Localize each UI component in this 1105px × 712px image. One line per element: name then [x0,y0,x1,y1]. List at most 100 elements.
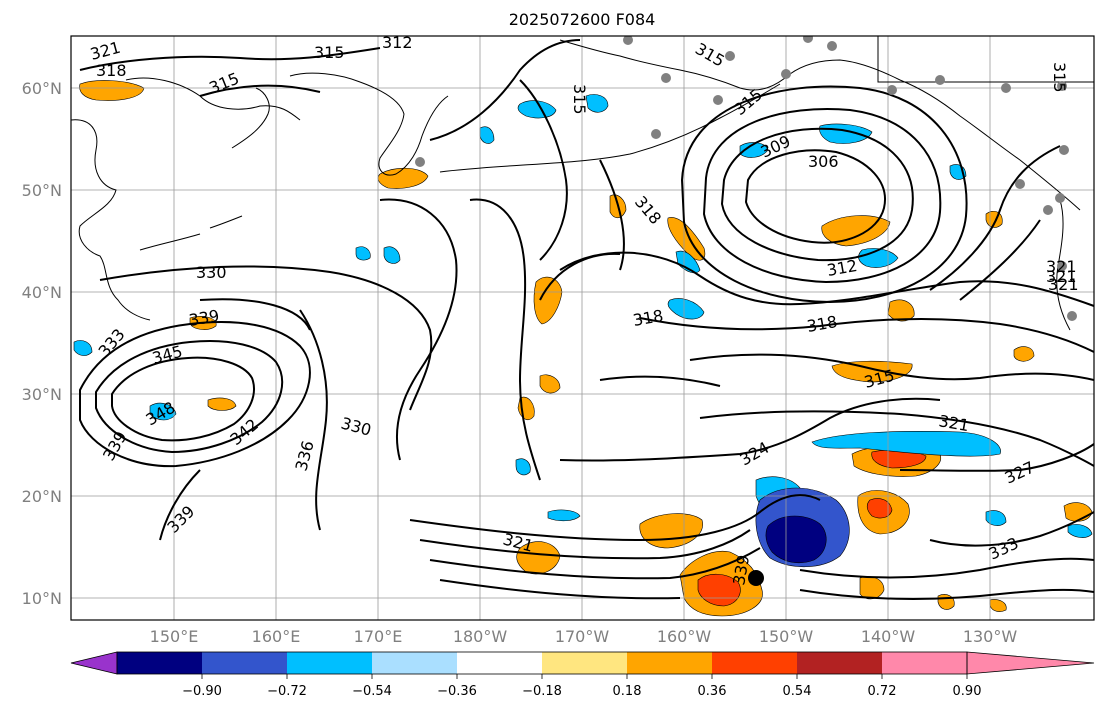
map-frame [70,35,1095,621]
kamchatka-coastline [289,72,449,176]
contour-south-6 [799,588,1094,600]
kuril-islands [139,215,243,251]
lon-label: 170°W [555,627,610,646]
shading-orange-ne-4 [831,360,913,383]
shading-red-east [866,498,893,519]
longitude-labels: 150°E 160°E 170°E 180°W 170°W 160°W 150°… [150,627,1018,646]
colorbar-bin [287,652,372,674]
contour-low-inner [744,149,886,244]
colorbar: −0.90 −0.72 −0.54 −0.36 −0.18 0.18 0.36 … [70,651,1095,699]
shading-orange-e3 [1013,346,1035,362]
coastlines [71,39,1081,331]
asia-coastline [71,77,301,321]
lon-label: 140°W [861,627,916,646]
shading-orange-c-2 [377,167,429,189]
lat-label: 50°N [22,181,62,200]
shading-cyan-c-2 [585,94,609,113]
colorbar-bin [117,652,202,674]
lon-label: 160°E [252,627,301,646]
contour-west-3 [111,356,255,442]
latitude-labels: 60°N 50°N 40°N 30°N 20°N 10°N [22,79,62,608]
lon-label: 170°E [354,627,403,646]
contour-label: 321 [1046,267,1077,286]
kamchatka-west [231,87,270,149]
contour-333 [929,511,1094,547]
contour-label: 321 [1048,275,1079,294]
contour-label: 306 [808,152,839,171]
contour-315-nw [79,47,381,71]
shading-cyan-c-4 [383,246,401,264]
contour-west-2 [95,340,284,454]
contour-north-c2 [519,79,568,261]
contour-label: 315 [570,84,589,115]
contour-315-c [689,353,1094,381]
contour-central-3 [599,159,721,387]
shading-orange-w-2 [207,397,237,411]
contour-south-5 [799,557,1094,579]
contour-west-1 [79,321,311,468]
contour-labels: 321 318 315 315 312 315 315 315 315 309 … [88,33,1079,587]
lon-label: 160°W [657,627,712,646]
contour-central-2 [469,198,541,481]
contour-low-2 [720,127,914,262]
contour-south-1 [409,494,821,542]
contour-south-2 [419,529,751,560]
contour-label: 315 [314,43,345,62]
lat-label: 20°N [22,487,62,506]
map-area: 321 318 315 315 312 315 315 315 315 309 … [71,33,1094,620]
contour-label: 318 [96,61,127,80]
lat-label: 10°N [22,589,62,608]
contour-324 [559,397,941,462]
shading-cyan-ne-2 [739,142,769,158]
shading-cyan-ne-4 [667,298,705,320]
shading-cyan-ne-3 [675,250,701,274]
contour-ne-1 [929,145,1061,291]
colorbar-tick-label: 0.90 [953,684,982,699]
shading-cyan-w-2 [73,340,93,356]
contour-lines [79,39,1094,600]
contour-label: 312 [382,33,413,52]
colorbar-tick-label: −0.18 [522,684,562,699]
aleutian-islands [439,83,781,173]
colorbar-tick-label: 0.18 [613,684,642,699]
contour-318-a [559,251,1094,307]
lat-label: 40°N [22,283,62,302]
lon-label: 150°W [759,627,814,646]
map-title: 2025072600 F084 [509,10,656,29]
contour-330 [99,265,433,411]
colorbar-bin [627,652,712,674]
contour-label: 330 [196,263,227,282]
contour-321 [699,410,1094,467]
contour-label: 321 [1046,257,1077,276]
lon-label: 150°E [150,627,199,646]
shading-cyan-se [985,510,1007,526]
colorbar-bin [372,652,457,674]
contour-ne-2 [959,219,1041,301]
colorbar-tick-label: −0.72 [267,684,307,699]
colorbar-bin [202,652,287,674]
shading-cyan-se-2 [1067,524,1093,538]
shading-cyan-c-6 [515,458,531,476]
contour-south-4 [439,579,681,600]
lon-label: 180°W [453,627,508,646]
colorbar-tick-label: −0.90 [182,684,222,699]
colorbar-bin [457,652,542,674]
colorbar-tick-label: 0.36 [698,684,727,699]
contour-318-b [539,252,1094,353]
colorbar-bin [712,652,797,674]
lon-label: 130°W [963,627,1018,646]
shading-orange-south-3 [516,541,561,575]
contour-low-4 [680,85,968,304]
colorbar-tick-label: 0.54 [783,684,812,699]
shading-cyan-c-7 [547,509,581,522]
shading-orange-s4 [989,599,1007,612]
shading-orange-ne-3 [887,299,915,322]
contour-339 [199,298,311,331]
contour-label: 315 [1050,62,1069,93]
colorbar-tick-label: 0.72 [868,684,897,699]
colorbar-tick-label: −0.36 [437,684,477,699]
contour-north-c [429,39,581,141]
colorbar-extend-right [966,651,1095,675]
shading-orange-ne [821,215,891,247]
